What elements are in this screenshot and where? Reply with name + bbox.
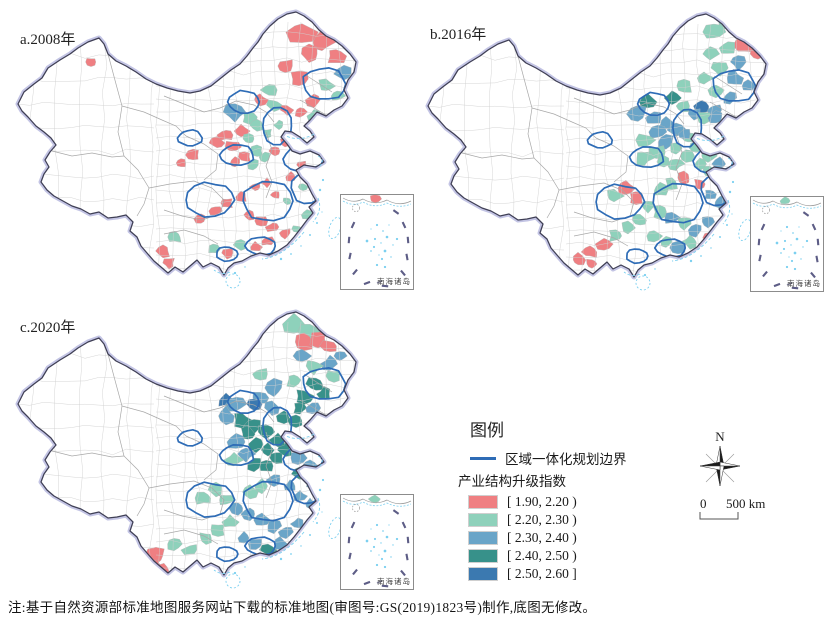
scale-zero: 0 [700,496,707,511]
hainan-island [635,275,651,291]
north-label: N [715,429,725,444]
inset-islands-dots [775,225,809,271]
hainan-island [225,273,241,289]
scale-bar: 0 500 km [694,496,790,524]
inset-label-dash-icon [376,580,383,584]
scale-distance: 500 km [726,496,766,511]
map-year-label: a.2008年 [20,32,76,48]
province-boundaries [461,55,743,247]
legend-swatch [468,566,498,581]
inset-coast-water [342,500,412,507]
legend-class-label: [ 1.90, 2.20 ) [507,493,577,509]
south-china-sea-inset: 南海诸岛 [340,494,414,590]
legend-swatch [468,512,498,527]
inset-label-dash-icon [786,282,793,286]
map-block-a: a.2008年 南海诸岛 [4,4,422,304]
inset-islands-dots [365,223,399,269]
national-boundary [17,311,357,576]
map-block-b: b.2016年 南海诸岛 [414,6,825,306]
map-block-c: c.2020年 南海诸岛 [4,304,422,604]
coastline-features [213,433,342,589]
legend-swatch [468,548,498,563]
nine-dash-line [757,211,820,290]
legend-class-label: [ 2.20, 2.30 ) [507,511,577,527]
china-choropleth-map [15,309,359,589]
inset-label: 南海诸岛 [787,279,821,288]
compass: N [698,429,742,493]
south-china-sea-inset-map [342,495,412,588]
boundary-label: 区域一体化规划边界 [505,452,627,467]
legend-class-row: [ 2.40, 2.50 ) [468,547,648,563]
legend-boundary-row: 区域一体化规划边界 [470,450,648,467]
inset-colored-cell [367,495,381,503]
national-boundary [17,11,357,276]
inset-colored-cell [779,197,791,205]
china-choropleth-map [425,11,769,291]
china-landmass [18,312,356,575]
legend-title: 图例 [470,421,504,440]
map-year-label: b.2016年 [430,27,487,43]
legend-class-row: [ 2.20, 2.30 ) [468,511,648,527]
province-boundaries [51,53,333,245]
south-china-sea-inset-map [752,197,822,290]
south-china-sea-inset-map [342,195,412,288]
legend-swatch [468,494,498,509]
map-year-label: c.2020年 [20,320,76,336]
inset-colored-cell [370,195,382,203]
national-boundary [427,13,767,278]
inset-label: 南海诸岛 [377,277,411,286]
inset-islands-dots [365,523,399,569]
china-landmass [428,14,766,277]
legend-class-row: [ 2.50, 2.60 ] [468,565,648,581]
inset-coastline [752,199,822,207]
legend-swatch [468,530,498,545]
legend-class-label: [ 2.40, 2.50 ) [507,547,577,563]
province-boundaries [51,353,333,545]
nine-dash-line [347,509,410,588]
compass-rose-icon [699,445,741,487]
inset-coast-water [752,202,822,209]
inset-hainan-island [352,504,360,512]
south-china-sea-inset: 南海诸岛 [340,194,414,290]
inset-hainan-island [762,206,770,214]
south-china-sea-inset: 南海诸岛 [750,196,824,292]
inset-coast-water [342,200,412,207]
nine-dash-line [347,209,410,288]
legend: 图例 区域一体化规划边界 产业结构升级指数 [ 1.90, 2.20 ) [ 2.… [458,416,648,581]
source-note: 注:基于自然资源部标准地图服务网站下载的标准地图(审图号:GS(2019)182… [8,600,597,615]
inset-label-dash-icon [376,280,383,284]
scale-bracket-icon [699,512,739,520]
legend-class-row: [ 2.30, 2.40 ) [468,529,648,545]
legend-class-label: [ 2.50, 2.60 ] [507,565,577,581]
boundary-line-swatch [470,456,496,460]
legend-class-row: [ 1.90, 2.20 ) [468,493,648,509]
legend-classes: [ 1.90, 2.20 ) [ 2.20, 2.30 ) [ 2.30, 2.40… [458,493,648,581]
coastline-features [213,133,342,289]
china-choropleth-map [15,9,359,289]
legend-index-label: 产业结构升级指数 [458,474,566,489]
hainan-island [225,573,241,589]
inset-label: 南海诸岛 [377,577,411,586]
china-landmass [18,12,356,275]
legend-class-label: [ 2.30, 2.40 ) [507,529,577,545]
inset-hainan-island [352,204,360,212]
